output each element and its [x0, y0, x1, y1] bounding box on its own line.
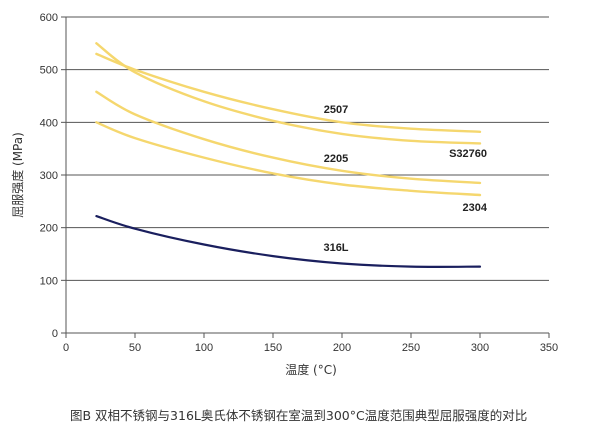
series-line-2507 [95, 52, 482, 133]
series-label-316l: 316L [323, 242, 348, 254]
series-label-2205: 2205 [324, 153, 348, 165]
series-line-2205 [95, 90, 482, 185]
y-tick-label: 200 [40, 223, 58, 235]
series-line-2304 [95, 121, 482, 197]
y-axis-ticks: 0 100 200 300 400 500 600 [40, 12, 66, 340]
series-labels: 2507 S32760 2205 2304 316L [323, 104, 487, 254]
y-tick-label: 400 [40, 117, 58, 129]
x-tick-label: 350 [540, 342, 558, 354]
x-axis-title: 温度 (°C) [285, 362, 337, 377]
series-label-2507: 2507 [324, 104, 348, 116]
x-tick-label: 50 [129, 342, 141, 354]
figure-caption: 图B 双相不锈钢与316L奥氏体不锈钢在室温到300°C温度范围典型屈服强度的对… [70, 408, 528, 423]
y-tick-label: 500 [40, 65, 58, 77]
y-tick-label: 300 [40, 170, 58, 182]
x-tick-label: 150 [264, 342, 282, 354]
grid-lines [66, 16, 549, 281]
x-axis-ticks: 0 50 100 150 200 250 300 350 [63, 333, 558, 354]
x-tick-label: 300 [471, 342, 489, 354]
series-label-2304: 2304 [463, 202, 488, 214]
y-tick-label: 600 [40, 12, 58, 24]
y-tick-label: 0 [52, 328, 58, 340]
x-tick-label: 200 [333, 342, 351, 354]
y-axis-title: 屈服强度 (MPa) [10, 132, 25, 218]
x-tick-label: 100 [195, 342, 213, 354]
yield-strength-chart: 0 50 100 150 200 250 300 350 0 100 200 300 400 500 60… [10, 12, 558, 377]
x-tick-label: 0 [63, 342, 69, 354]
series-lines [95, 42, 482, 268]
x-tick-label: 250 [402, 342, 420, 354]
series-label-s32760: S32760 [449, 148, 487, 160]
series-line-316l [95, 215, 482, 268]
y-tick-label: 100 [40, 275, 58, 287]
series-line-s32760 [95, 42, 482, 145]
